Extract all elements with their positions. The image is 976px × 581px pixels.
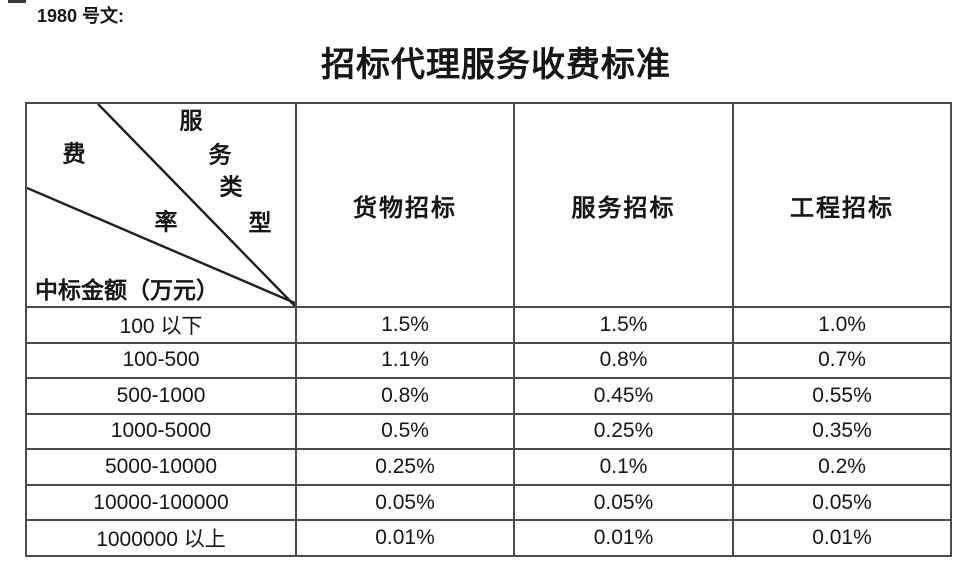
rate-cell: 0.45%	[515, 379, 732, 413]
rate-cell: 0.55%	[734, 379, 950, 413]
column-header-goods: 货物招标	[297, 104, 513, 306]
fee-rate-char: 率	[154, 209, 178, 235]
column-header-engineering: 工程招标	[734, 104, 950, 306]
rate-cell: 1.0%	[734, 308, 950, 342]
page-title: 招标代理服务收费标准	[321, 47, 671, 84]
amount-range-cell: 100-500	[27, 343, 295, 378]
rate-cell: 1.1%	[297, 343, 513, 378]
service-type-char: 型	[248, 210, 272, 236]
document-reference: 1980 号文:	[37, 6, 125, 26]
corner-header-cell: 服 务 类 型 费 率 中标金额（万元）	[27, 104, 295, 306]
scan-edge-artifact	[8, 0, 26, 3]
rate-cell: 0.05%	[734, 485, 950, 520]
rate-cell: 0.7%	[734, 343, 950, 378]
fee-standard-table: 服 务 类 型 费 率 中标金额（万元） 货物招标 服务招标 工程招标 100 …	[25, 102, 952, 557]
amount-range-cell: 5000-10000	[27, 450, 295, 484]
rate-cell: 0.5%	[297, 414, 513, 449]
rate-cell: 0.1%	[515, 450, 732, 484]
fee-rate-char: 费	[62, 141, 86, 167]
diagonal-divider-lines	[27, 104, 295, 306]
rate-cell: 0.8%	[297, 379, 513, 413]
rate-cell: 0.25%	[297, 450, 513, 484]
rate-cell: 0.01%	[515, 521, 732, 555]
rate-cell: 0.01%	[297, 521, 513, 555]
rate-cell: 1.5%	[515, 308, 732, 342]
amount-range-cell: 10000-100000	[27, 485, 295, 520]
service-type-char: 类	[219, 174, 243, 200]
rate-cell: 0.35%	[734, 414, 950, 449]
rate-cell: 0.01%	[734, 521, 950, 555]
amount-range-cell: 1000-5000	[27, 414, 295, 449]
service-type-char: 务	[208, 142, 232, 168]
amount-range-cell: 1000000 以上	[27, 521, 295, 555]
service-type-char: 服	[179, 108, 203, 134]
amount-range-cell: 500-1000	[27, 379, 295, 413]
rate-cell: 0.05%	[297, 485, 513, 520]
rate-cell: 0.05%	[515, 485, 732, 520]
rate-cell: 0.8%	[515, 343, 732, 378]
rate-cell: 1.5%	[297, 308, 513, 342]
rate-cell: 0.25%	[515, 414, 732, 449]
amount-axis-label: 中标金额（万元）	[35, 278, 219, 303]
rate-cell: 0.2%	[734, 450, 950, 484]
column-header-services: 服务招标	[515, 104, 732, 306]
amount-range-cell: 100 以下	[27, 308, 295, 342]
